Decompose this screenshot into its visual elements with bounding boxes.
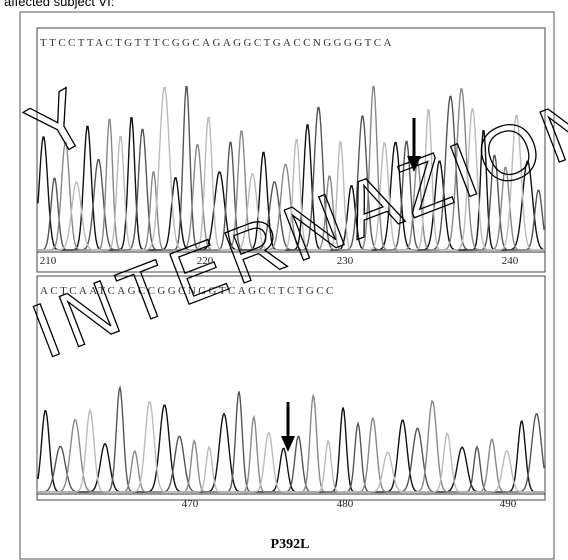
watermark: INTERNAZION bbox=[20, 78, 568, 375]
sequence: TTCCTTACTGTTTCGGCAGAGGCTGACCNGGGGTCA bbox=[40, 37, 394, 49]
tick-label: 210 bbox=[40, 255, 57, 267]
arrow bbox=[281, 402, 295, 452]
tick-label: 240 bbox=[502, 255, 519, 267]
top-caption: affected subject VI: bbox=[4, 0, 114, 9]
trace bbox=[38, 405, 544, 492]
tick-label: 490 bbox=[500, 498, 517, 510]
trace bbox=[38, 402, 544, 492]
mutation-label: P392L bbox=[271, 537, 310, 552]
tick-label: 470 bbox=[182, 498, 199, 510]
tick-label: 230 bbox=[337, 255, 354, 267]
tick-label: 480 bbox=[337, 498, 354, 510]
tick-label: 220 bbox=[197, 255, 214, 267]
figure: affected subject VI: TTCCTTACTGTTTCGGCAG… bbox=[0, 0, 568, 560]
